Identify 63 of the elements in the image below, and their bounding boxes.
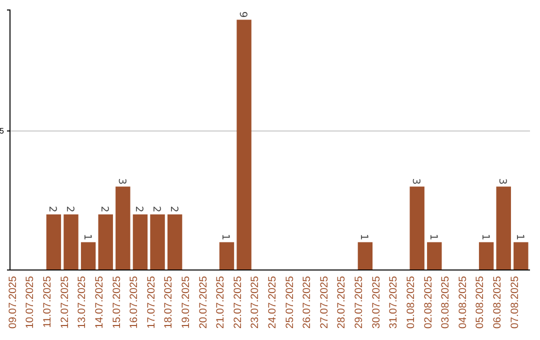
bar bbox=[46, 214, 62, 270]
bar bbox=[150, 214, 165, 270]
x-tick-label: 05.08.2025 bbox=[474, 276, 486, 329]
x-tick-label: 20.07.2025 bbox=[197, 276, 210, 329]
x-tick-label: 02.08.2025 bbox=[422, 276, 434, 329]
x-tick-label: 31.07.2025 bbox=[388, 276, 400, 329]
x-tick-label: 16.07.2025 bbox=[128, 276, 140, 329]
bar bbox=[427, 242, 442, 270]
x-tick-label: 26.07.2025 bbox=[301, 276, 314, 329]
y-tick-label: 5 bbox=[0, 126, 5, 136]
bar bbox=[80, 242, 96, 270]
bar bbox=[219, 242, 234, 270]
x-tick-label: 10.07.2025 bbox=[24, 276, 36, 329]
data-label: 1 bbox=[479, 234, 490, 240]
data-label: 2 bbox=[46, 206, 58, 212]
data-label: 2 bbox=[168, 206, 179, 212]
data-label: 1 bbox=[220, 234, 231, 240]
x-tick-label: 28.07.2025 bbox=[336, 276, 348, 329]
data-label: 1 bbox=[358, 234, 370, 240]
bar bbox=[514, 242, 528, 270]
bar bbox=[132, 214, 148, 270]
x-tick-label: 25.07.2025 bbox=[284, 276, 296, 329]
x-tick-label: 27.07.2025 bbox=[318, 276, 330, 329]
bar bbox=[64, 214, 78, 270]
x-tick-label: 13.07.2025 bbox=[76, 276, 88, 329]
bar bbox=[236, 20, 252, 270]
data-label: 3 bbox=[116, 178, 127, 185]
data-label: 2 bbox=[98, 206, 110, 212]
x-tick-label: 06.08.2025 bbox=[491, 276, 504, 329]
x-tick-label: 09.07.2025 bbox=[6, 276, 19, 329]
bar bbox=[478, 242, 494, 270]
x-tick-label: 15.07.2025 bbox=[110, 276, 123, 329]
x-tick-label: 04.08.2025 bbox=[456, 276, 469, 329]
data-label: 1 bbox=[427, 234, 438, 240]
x-tick-label: 23.07.2025 bbox=[249, 276, 262, 329]
bar bbox=[496, 186, 511, 270]
bar bbox=[410, 186, 424, 270]
data-label: 2 bbox=[150, 206, 162, 212]
data-label: 1 bbox=[81, 234, 92, 240]
bar bbox=[98, 214, 113, 270]
x-tick-label: 01.08.2025 bbox=[404, 276, 417, 329]
x-tick-label: 21.07.2025 bbox=[214, 276, 227, 329]
bar bbox=[167, 214, 182, 270]
x-tick-label: 11.07.2025 bbox=[42, 276, 54, 328]
x-tick-label: 03.08.2025 bbox=[440, 276, 452, 329]
data-label: 9 bbox=[237, 11, 248, 18]
x-tick-label: 30.07.2025 bbox=[370, 276, 382, 329]
data-label: 2 bbox=[64, 206, 75, 212]
x-tick-label: 24.07.2025 bbox=[266, 276, 278, 329]
x-tick-label: 17.07.2025 bbox=[145, 276, 158, 329]
x-tick-label: 29.07.2025 bbox=[353, 276, 366, 329]
x-tick-label: 19.07.2025 bbox=[180, 276, 192, 329]
bar bbox=[358, 242, 373, 270]
data-label: 2 bbox=[133, 206, 144, 212]
x-tick-label: 14.07.2025 bbox=[93, 276, 106, 329]
x-tick-label: 07.08.2025 bbox=[508, 276, 521, 329]
data-label: 1 bbox=[514, 234, 525, 240]
x-tick-label: 18.07.2025 bbox=[162, 276, 175, 329]
bar bbox=[116, 186, 130, 270]
data-label: 3 bbox=[410, 178, 422, 185]
x-tick-label: 22.07.2025 bbox=[232, 276, 244, 329]
data-label: 3 bbox=[496, 178, 508, 185]
x-tick-label: 12.07.2025 bbox=[58, 276, 71, 329]
